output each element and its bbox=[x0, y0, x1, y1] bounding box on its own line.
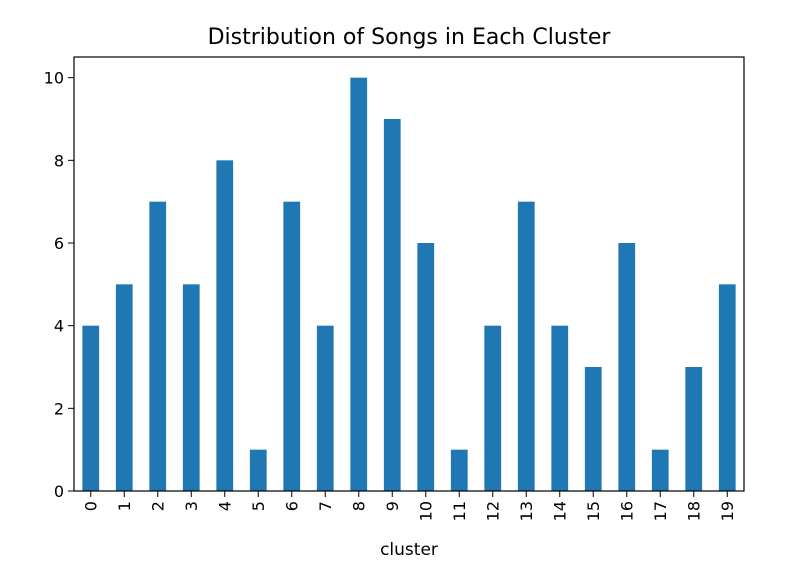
x-tick-label: 8 bbox=[349, 501, 368, 511]
bar-cluster-8 bbox=[350, 77, 368, 492]
x-tick-label: 7 bbox=[316, 501, 335, 511]
bar-cluster-5 bbox=[249, 449, 267, 491]
y-tick-label: 6 bbox=[54, 234, 64, 253]
bar-cluster-17 bbox=[651, 449, 669, 491]
x-tick-label: 4 bbox=[215, 501, 234, 511]
y-tick-label: 10 bbox=[44, 69, 64, 88]
x-tick-label: 12 bbox=[483, 501, 502, 521]
x-tick-label: 5 bbox=[249, 501, 268, 511]
x-tick-label: 10 bbox=[416, 501, 435, 521]
x-tick-label: 11 bbox=[450, 501, 469, 521]
bar-cluster-10 bbox=[417, 243, 435, 491]
x-tick-label: 19 bbox=[718, 501, 737, 521]
x-tick-label: 9 bbox=[383, 501, 402, 511]
x-tick-label: 2 bbox=[148, 501, 167, 511]
x-tick-label: 18 bbox=[684, 501, 703, 521]
bar-cluster-4 bbox=[216, 160, 234, 491]
y-tick-label: 2 bbox=[54, 399, 64, 418]
x-tick-label: 14 bbox=[550, 501, 569, 521]
bar-cluster-9 bbox=[383, 119, 401, 491]
bar-cluster-1 bbox=[115, 284, 133, 491]
bars-layer bbox=[82, 77, 736, 492]
bar-cluster-0 bbox=[82, 325, 100, 491]
bar-cluster-2 bbox=[149, 201, 167, 492]
bar-cluster-13 bbox=[517, 201, 535, 492]
plot-frame bbox=[73, 56, 745, 492]
y-tick-label: 8 bbox=[54, 151, 64, 170]
x-tick-label: 16 bbox=[617, 501, 636, 521]
bar-cluster-15 bbox=[584, 367, 602, 491]
y-axis-ticks: 0 2 4 6 8 10 bbox=[44, 69, 74, 501]
x-tick-label: 13 bbox=[517, 501, 536, 521]
x-axis-label: cluster bbox=[380, 540, 438, 560]
bar-cluster-6 bbox=[283, 201, 301, 492]
x-axis-ticks: 0 1 2 3 4 5 6 7 8 9 10 11 12 13 14 15 16 17 18 19 bbox=[81, 491, 737, 521]
bar-cluster-14 bbox=[551, 325, 569, 491]
bar-cluster-12 bbox=[484, 325, 502, 491]
y-tick-label: 0 bbox=[54, 482, 64, 501]
x-tick-label: 15 bbox=[584, 501, 603, 521]
x-tick-label: 6 bbox=[282, 501, 301, 511]
bar-cluster-3 bbox=[182, 284, 200, 491]
x-tick-label: 17 bbox=[651, 501, 670, 521]
y-tick-label: 4 bbox=[54, 317, 64, 336]
bar-cluster-16 bbox=[618, 243, 636, 491]
x-tick-label: 3 bbox=[182, 501, 201, 511]
bar-cluster-19 bbox=[718, 284, 736, 491]
bar-cluster-18 bbox=[685, 367, 703, 491]
x-tick-label: 0 bbox=[81, 501, 100, 511]
x-tick-label: 1 bbox=[115, 501, 134, 511]
chart-title: Distribution of Songs in Each Cluster bbox=[208, 25, 612, 50]
bar-cluster-7 bbox=[316, 325, 334, 491]
bar-cluster-11 bbox=[450, 449, 468, 491]
